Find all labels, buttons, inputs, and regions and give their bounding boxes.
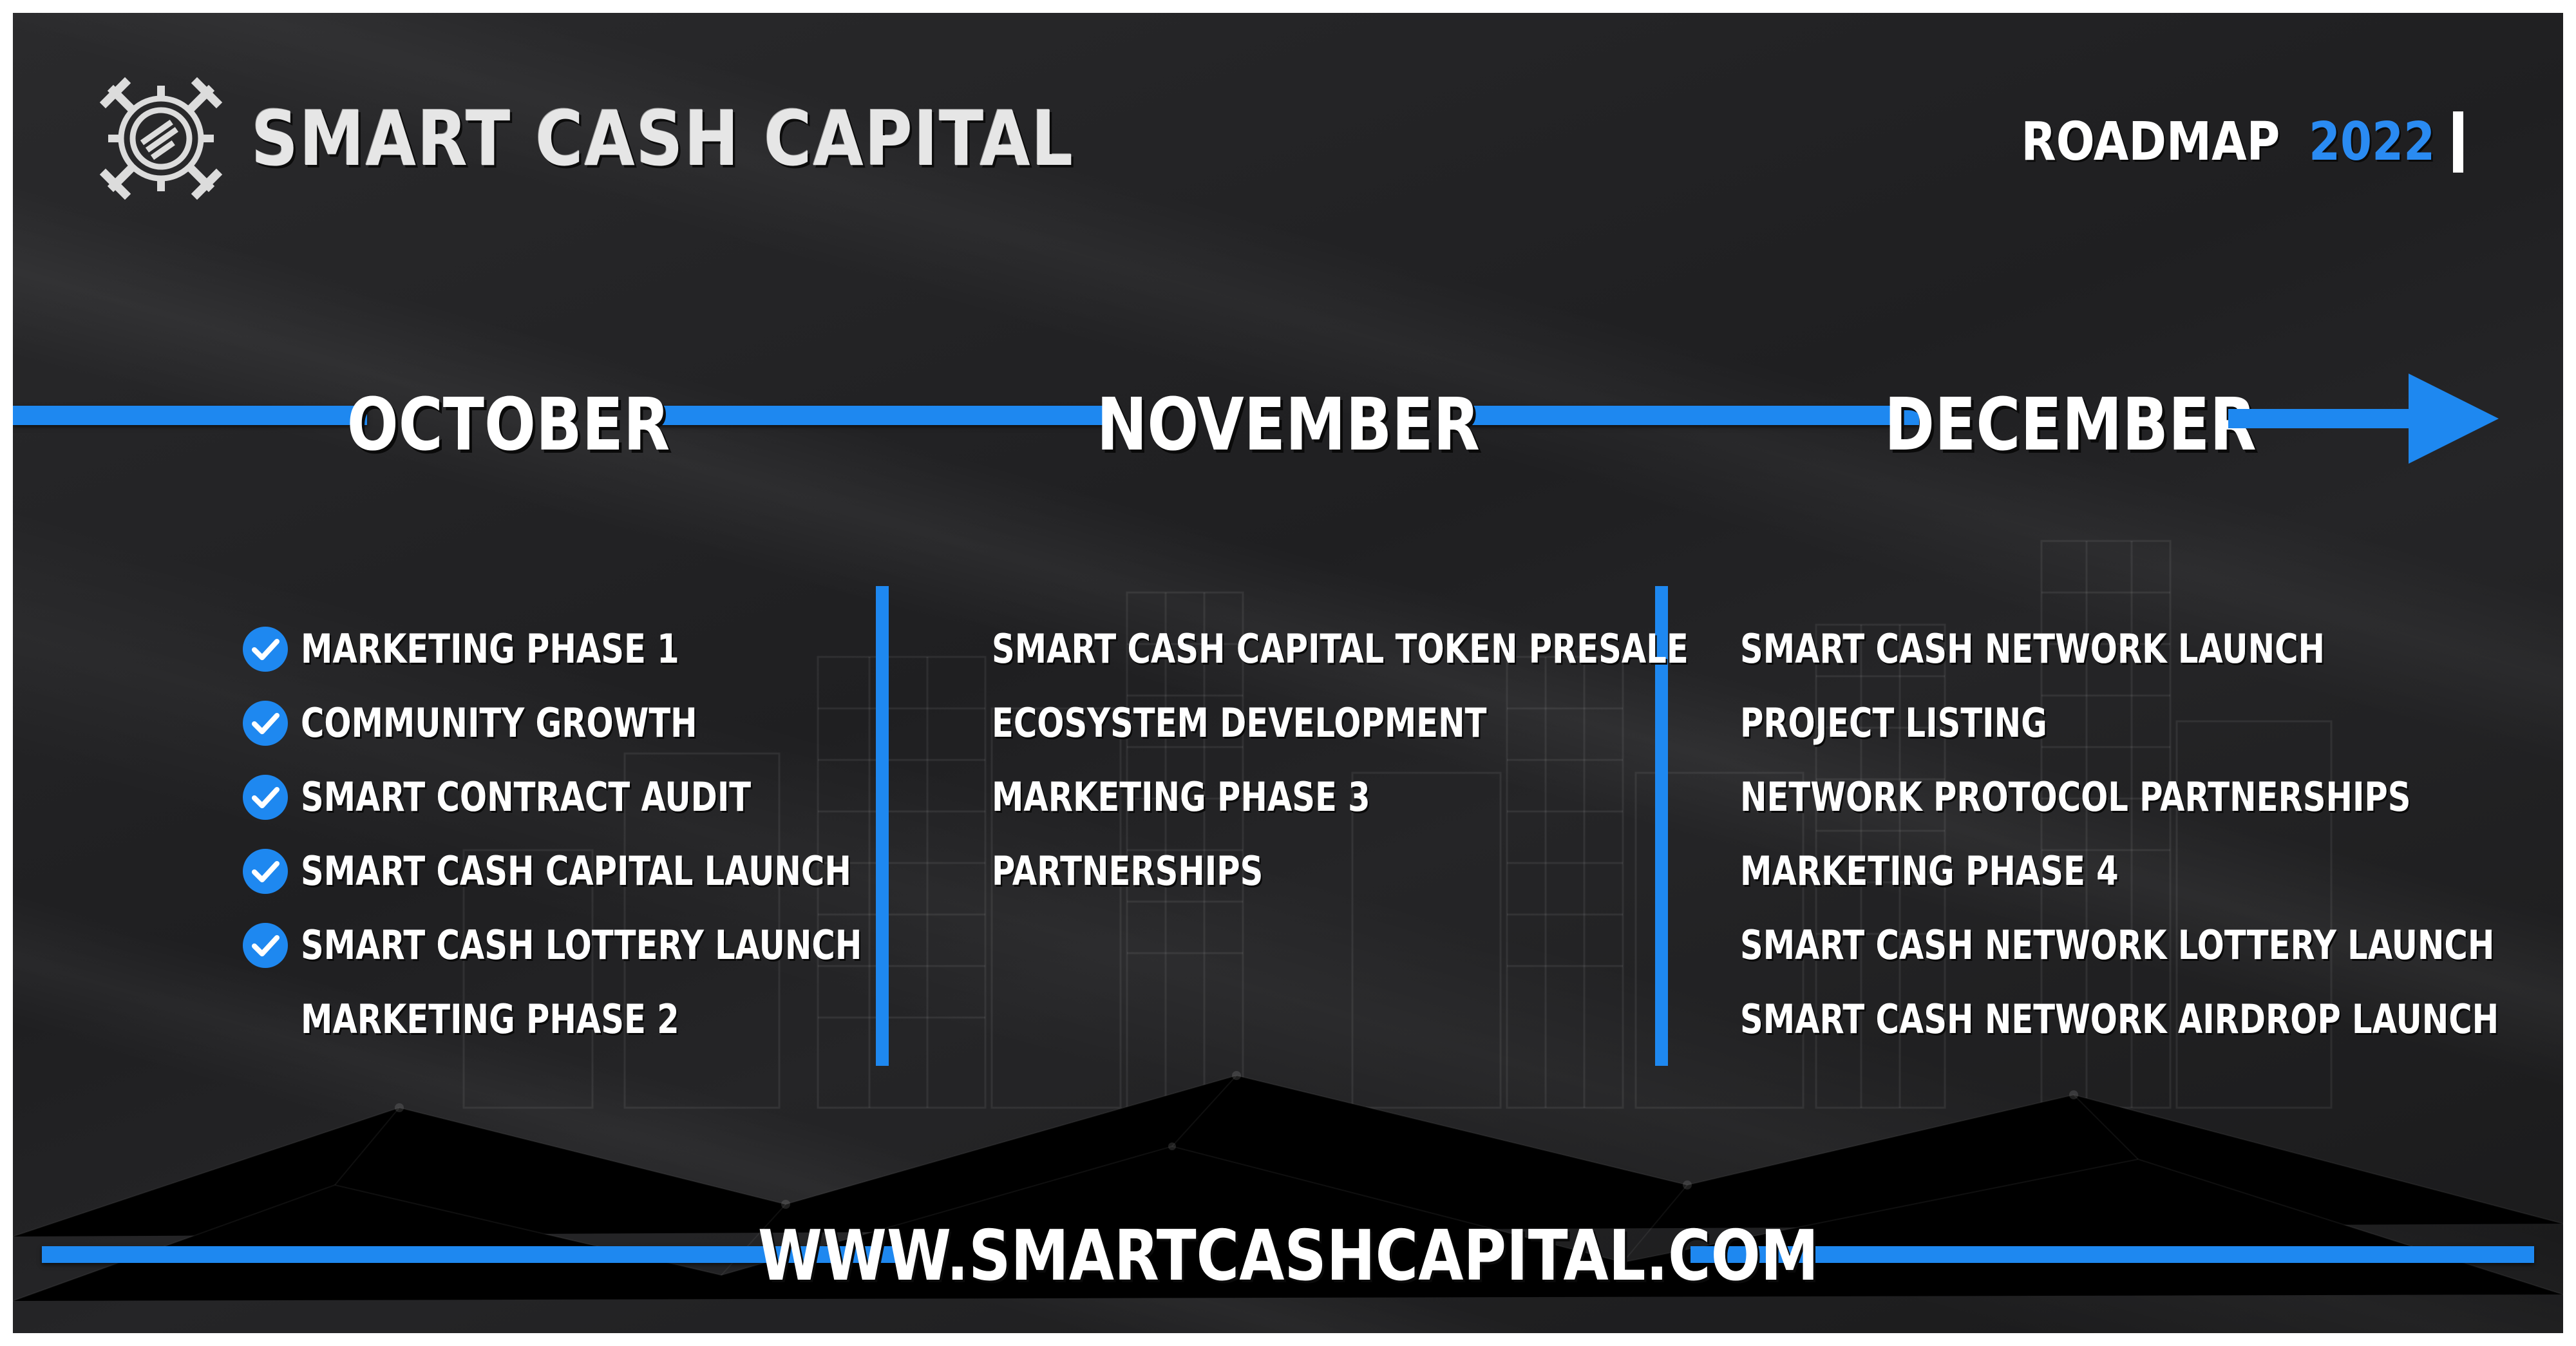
roadmap-label: ROADMAP bbox=[2021, 111, 2280, 173]
milestone-label: MARKETING PHASE 3 bbox=[992, 773, 1370, 820]
milestone-label: MARKETING PHASE 4 bbox=[1740, 848, 2119, 895]
timeline-bar bbox=[13, 406, 367, 425]
milestone-item: SMART CASH NETWORK LAUNCH bbox=[1740, 612, 2563, 686]
month-label: DECEMBER bbox=[1884, 383, 2257, 467]
milestone-label: PROJECT LISTING bbox=[1740, 699, 2047, 746]
milestone-label: COMMUNITY GROWTH bbox=[301, 699, 697, 746]
footer-bar bbox=[42, 1246, 898, 1263]
footer-bar bbox=[1690, 1246, 2534, 1263]
milestone-label: SMART CASH NETWORK LOTTERY LAUNCH bbox=[1740, 922, 2495, 969]
check-circle-icon bbox=[243, 626, 288, 672]
milestone-item: SMART CONTRACT AUDIT bbox=[242, 760, 1002, 834]
milestone-label: SMART CASH LOTTERY LAUNCH bbox=[301, 922, 862, 969]
brand-header: SMART CASH CAPITAL bbox=[97, 71, 1208, 206]
brand-name: SMART CASH CAPITAL bbox=[251, 94, 1074, 183]
milestone-label: PARTNERSHIPS bbox=[992, 848, 1264, 895]
month-october: OCTOBER bbox=[347, 364, 670, 486]
milestone-item: MARKETING PHASE 2 bbox=[242, 982, 1002, 1056]
milestone-label: SMART CASH CAPITAL LAUNCH bbox=[301, 848, 851, 895]
milestone-item: SMART CASH NETWORK LOTTERY LAUNCH bbox=[1740, 908, 2563, 982]
milestone-item: MARKETING PHASE 4 bbox=[1740, 834, 2563, 908]
roadmap-title: ROADMAP 2022 bbox=[1979, 106, 2463, 177]
milestone-label: NETWORK PROTOCOL PARTNERSHIPS bbox=[1740, 773, 2411, 820]
milestone-label: ECOSYSTEM DEVELOPMENT bbox=[992, 699, 1487, 746]
milestone-item: NETWORK PROTOCOL PARTNERSHIPS bbox=[1740, 760, 2563, 834]
check-circle-icon bbox=[243, 922, 288, 968]
milestone-item: SMART CASH NETWORK AIRDROP LAUNCH bbox=[1740, 982, 2563, 1056]
milestone-label: SMART CONTRACT AUDIT bbox=[301, 773, 752, 820]
october-milestones: MARKETING PHASE 1 COMMUNITY GROWTH SMART… bbox=[242, 612, 1002, 1056]
milestone-item: PROJECT LISTING bbox=[1740, 686, 2563, 760]
month-label: OCTOBER bbox=[347, 383, 670, 467]
december-milestones: SMART CASH NETWORK LAUNCH PROJECT LISTIN… bbox=[1740, 612, 2563, 1056]
arrow-right-icon bbox=[2228, 374, 2499, 464]
milestone-label: SMART CASH NETWORK LAUNCH bbox=[1740, 625, 2325, 672]
milestone-label: SMART CASH NETWORK AIRDROP LAUNCH bbox=[1740, 996, 2499, 1043]
milestone-item: SMART CASH LOTTERY LAUNCH bbox=[242, 908, 1002, 982]
milestone-item: MARKETING PHASE 3 bbox=[992, 760, 1862, 834]
milestone-item: SMART CASH CAPITAL LAUNCH bbox=[242, 834, 1002, 908]
milestone-item: ECOSYSTEM DEVELOPMENT bbox=[992, 686, 1862, 760]
month-november: NOVEMBER bbox=[1096, 364, 1479, 486]
milestone-label: MARKETING PHASE 2 bbox=[301, 996, 679, 1043]
roadmap-year: 2022 bbox=[2308, 111, 2435, 173]
check-placeholder bbox=[242, 996, 289, 1043]
milestone-item: PARTNERSHIPS bbox=[992, 834, 1862, 908]
website-label: WWW.SMARTCASHCAPITAL.COM bbox=[757, 1215, 1819, 1296]
milestone-label: MARKETING PHASE 1 bbox=[301, 625, 679, 672]
milestone-item: MARKETING PHASE 1 bbox=[242, 612, 1002, 686]
check-circle-icon bbox=[243, 848, 288, 894]
column-divider bbox=[1655, 586, 1668, 1066]
month-december: DECEMBER bbox=[1884, 364, 2257, 486]
check-circle-icon bbox=[243, 700, 288, 746]
timeline-bar bbox=[1462, 406, 1919, 425]
roadmap-banner: SMART CASH CAPITAL ROADMAP 2022 OCTOBER … bbox=[13, 13, 2563, 1333]
november-milestones: SMART CASH CAPITAL TOKEN PRESALE ECOSYST… bbox=[992, 612, 1862, 908]
vault-wheel-logo-icon bbox=[99, 77, 223, 200]
title-divider-bar bbox=[2453, 111, 2463, 173]
milestone-item: COMMUNITY GROWTH bbox=[242, 686, 1002, 760]
month-label: NOVEMBER bbox=[1096, 383, 1480, 467]
milestone-label: SMART CASH CAPITAL TOKEN PRESALE bbox=[992, 625, 1689, 672]
milestone-item: SMART CASH CAPITAL TOKEN PRESALE bbox=[992, 612, 1862, 686]
timeline-bar bbox=[657, 406, 1114, 425]
website-url[interactable]: WWW.SMARTCASHCAPITAL.COM bbox=[13, 1211, 2563, 1301]
column-divider bbox=[876, 586, 889, 1066]
check-circle-icon bbox=[243, 774, 288, 820]
